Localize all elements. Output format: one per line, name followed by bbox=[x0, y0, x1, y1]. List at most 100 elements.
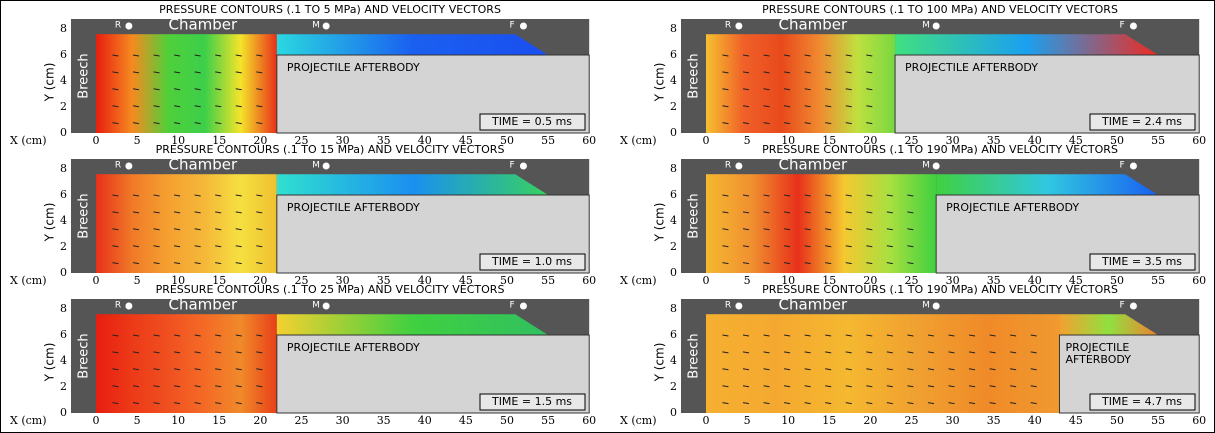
vector bbox=[825, 351, 832, 354]
vector bbox=[235, 194, 242, 197]
x-tick-label: 20 bbox=[863, 134, 877, 147]
vector bbox=[907, 194, 914, 197]
vector bbox=[927, 385, 935, 388]
vector bbox=[256, 402, 263, 405]
x-tick-label: 60 bbox=[582, 414, 596, 427]
vector bbox=[907, 334, 914, 337]
vector bbox=[256, 368, 263, 371]
vector bbox=[989, 368, 996, 371]
vector bbox=[235, 71, 242, 74]
x-tick-label: 5 bbox=[134, 414, 141, 427]
y-tick-label: 8 bbox=[60, 162, 67, 175]
vector bbox=[763, 334, 770, 337]
x-tick-label: 45 bbox=[1069, 134, 1083, 147]
vector bbox=[235, 245, 242, 248]
x-tick-label: 25 bbox=[295, 134, 309, 147]
x-axis-label: X (cm) bbox=[10, 134, 47, 147]
vector bbox=[194, 122, 201, 125]
vector bbox=[825, 88, 832, 91]
vector bbox=[886, 351, 893, 354]
vector bbox=[742, 368, 750, 371]
vector bbox=[989, 402, 996, 405]
vector bbox=[866, 385, 873, 388]
vector bbox=[784, 385, 791, 388]
vector bbox=[256, 385, 263, 388]
y-tick-label: 4 bbox=[60, 354, 67, 367]
annulus-gas bbox=[276, 174, 549, 195]
vector bbox=[742, 122, 750, 125]
vector bbox=[763, 351, 770, 354]
time-box bbox=[479, 253, 586, 271]
vector bbox=[235, 211, 242, 214]
marker-label: M bbox=[312, 301, 320, 311]
chamber-label: Chamber bbox=[169, 16, 239, 34]
vector bbox=[153, 211, 160, 214]
vector bbox=[112, 211, 119, 214]
vector bbox=[825, 54, 832, 57]
y-tick-label: 4 bbox=[670, 354, 677, 367]
x-tick-label: 20 bbox=[253, 134, 267, 147]
vector bbox=[215, 105, 222, 108]
x-tick-label: 25 bbox=[905, 134, 919, 147]
marker-dot bbox=[735, 302, 743, 310]
vector bbox=[845, 71, 852, 74]
x-tick-label: 50 bbox=[500, 414, 514, 427]
y-tick-label: 4 bbox=[60, 214, 67, 227]
vector bbox=[866, 88, 873, 91]
vector bbox=[194, 385, 201, 388]
x-tick-label: 15 bbox=[212, 414, 226, 427]
vector bbox=[866, 122, 873, 125]
annulus-gas bbox=[276, 34, 549, 55]
vector bbox=[256, 122, 263, 125]
x-tick-label: 30 bbox=[336, 274, 350, 287]
vector bbox=[989, 334, 996, 337]
vector bbox=[1010, 402, 1017, 405]
vector bbox=[1030, 334, 1037, 337]
marker-dot bbox=[322, 22, 330, 30]
vector bbox=[968, 385, 976, 388]
vector bbox=[215, 122, 222, 125]
vector bbox=[886, 228, 893, 231]
vector bbox=[132, 385, 140, 388]
panel-title: PRESSURE CONTOURS (.1 TO 5 MPa) AND VELO… bbox=[159, 3, 501, 16]
vector bbox=[845, 245, 852, 248]
vector bbox=[989, 351, 996, 354]
vector bbox=[825, 211, 832, 214]
vector bbox=[194, 262, 201, 265]
x-axis-label: X (cm) bbox=[620, 134, 657, 147]
marker-dot bbox=[125, 162, 133, 170]
vector bbox=[1030, 402, 1037, 405]
vector bbox=[804, 54, 811, 57]
vector bbox=[763, 54, 770, 57]
vector bbox=[784, 368, 791, 371]
x-tick-label: 55 bbox=[1151, 134, 1165, 147]
marker-dot bbox=[519, 302, 527, 310]
marker-dot bbox=[932, 162, 940, 170]
vector bbox=[194, 194, 201, 197]
vector bbox=[235, 228, 242, 231]
vector bbox=[1030, 351, 1037, 354]
vector bbox=[763, 385, 770, 388]
vector bbox=[866, 71, 873, 74]
vector bbox=[235, 262, 242, 265]
marker-dot bbox=[519, 162, 527, 170]
x-tick-label: 35 bbox=[987, 274, 1001, 287]
x-axis-label: X (cm) bbox=[620, 414, 657, 427]
x-tick-label: 15 bbox=[822, 134, 836, 147]
vector bbox=[825, 368, 832, 371]
vector bbox=[784, 402, 791, 405]
vector bbox=[256, 105, 263, 108]
vector bbox=[866, 194, 873, 197]
marker-label: M bbox=[312, 161, 320, 171]
vector bbox=[927, 351, 935, 354]
vector bbox=[132, 194, 140, 197]
vector bbox=[866, 54, 873, 57]
vector bbox=[948, 402, 955, 405]
vector bbox=[742, 105, 750, 108]
vector bbox=[742, 402, 750, 405]
marker-label: F bbox=[509, 161, 514, 171]
vector bbox=[886, 262, 893, 265]
vector bbox=[194, 105, 201, 108]
vector bbox=[968, 351, 976, 354]
marker-label: M bbox=[922, 21, 930, 31]
